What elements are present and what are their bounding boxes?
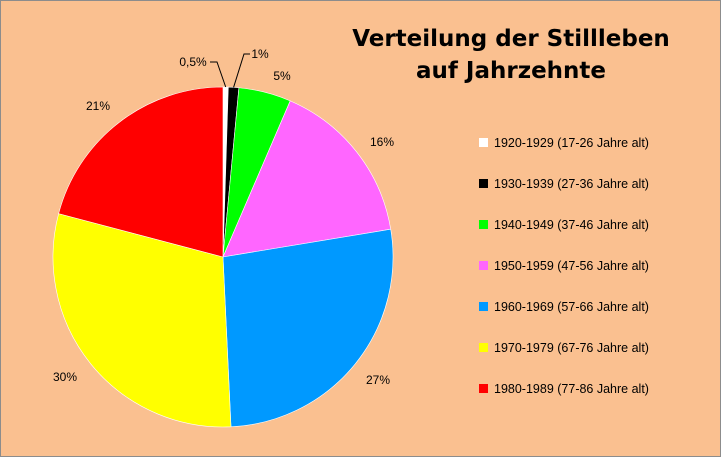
legend-swatch-2 bbox=[479, 220, 488, 229]
legend-label-2: 1940-1949 (37-46 Jahre alt) bbox=[494, 218, 649, 232]
pie-slice-5 bbox=[52, 213, 232, 428]
pie-slices bbox=[52, 86, 394, 428]
legend-swatch-3 bbox=[479, 261, 488, 270]
legend-swatch-1 bbox=[479, 179, 488, 188]
data-labels: 0,5% 1% 5% 16% 27% 30% 21% bbox=[53, 47, 394, 387]
chart-title-line-1: Verteilung der Stillleben bbox=[352, 26, 670, 52]
legend-label-0: 1920-1929 (17-26 Jahre alt) bbox=[494, 136, 649, 150]
pie-slice-6 bbox=[58, 86, 224, 258]
data-label-4: 27% bbox=[366, 373, 390, 387]
legend-label-1: 1930-1939 (27-36 Jahre alt) bbox=[494, 177, 649, 191]
data-label-5: 30% bbox=[53, 370, 77, 384]
data-label-3: 16% bbox=[370, 135, 394, 149]
leader-line-0 bbox=[210, 61, 227, 88]
chart-title: Verteilung der Stillleben auf Jahrzehnte bbox=[331, 23, 691, 87]
legend-swatch-6 bbox=[479, 384, 488, 393]
data-label-0: 0,5% bbox=[179, 55, 207, 69]
pie-slice-3 bbox=[222, 100, 392, 258]
legend-swatch-4 bbox=[479, 302, 488, 311]
legend-swatch-5 bbox=[479, 343, 488, 352]
legend-label-3: 1950-1959 (47-56 Jahre alt) bbox=[494, 259, 649, 273]
data-label-2: 5% bbox=[273, 69, 291, 83]
legend-label-6: 1980-1989 (77-86 Jahre alt) bbox=[494, 382, 649, 396]
pie-slice-4 bbox=[222, 228, 394, 428]
legend-label-4: 1960-1969 (57-66 Jahre alt) bbox=[494, 300, 649, 314]
leader-lines bbox=[210, 53, 250, 88]
data-label-1: 1% bbox=[251, 47, 269, 61]
legend-label-5: 1970-1979 (67-76 Jahre alt) bbox=[494, 341, 649, 355]
chart-title-line-2: auf Jahrzehnte bbox=[415, 58, 607, 84]
data-label-6: 21% bbox=[86, 99, 110, 113]
legend-swatch-0 bbox=[479, 138, 488, 147]
leader-line-1 bbox=[233, 53, 250, 88]
